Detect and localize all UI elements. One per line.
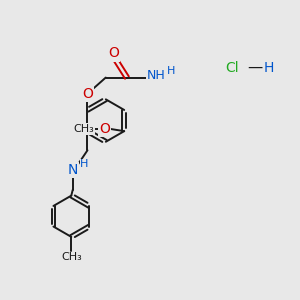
Text: —: — xyxy=(247,60,262,75)
Text: CH₃: CH₃ xyxy=(73,124,94,134)
Text: N: N xyxy=(68,163,78,177)
Text: O: O xyxy=(108,46,119,60)
Text: Cl: Cl xyxy=(226,61,239,75)
Text: O: O xyxy=(82,87,93,101)
Text: CH₃: CH₃ xyxy=(61,253,82,262)
Text: O: O xyxy=(99,122,110,136)
Text: H: H xyxy=(80,159,89,169)
Text: H: H xyxy=(167,66,175,76)
Text: NH: NH xyxy=(147,69,166,82)
Text: H: H xyxy=(264,61,274,75)
